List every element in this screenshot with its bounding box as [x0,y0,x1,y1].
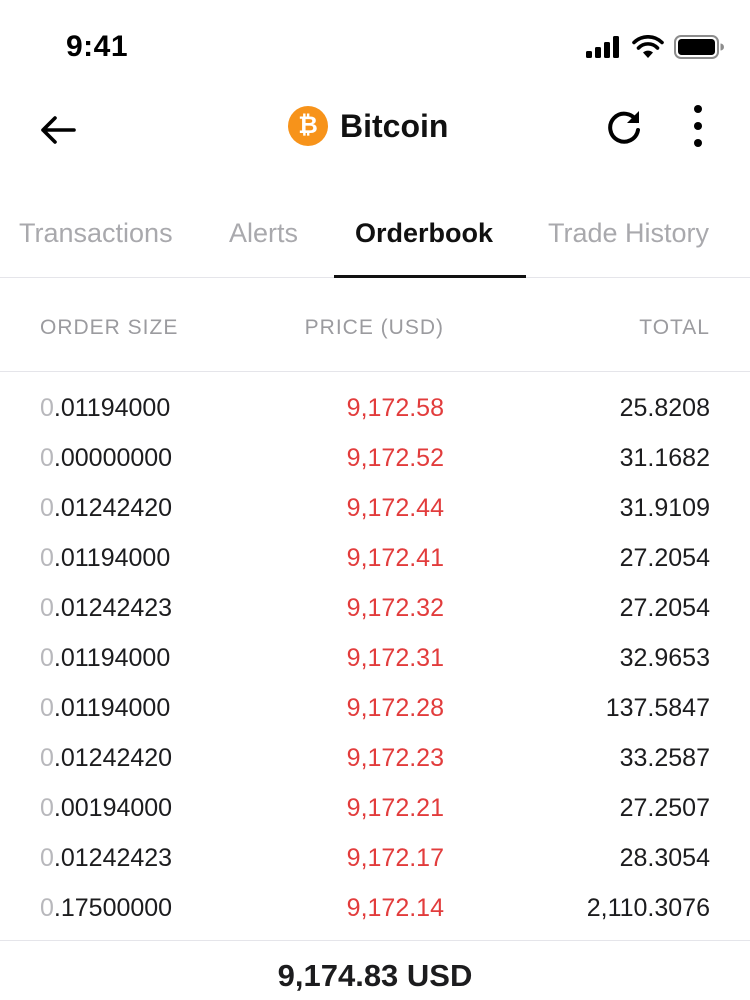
orderbook-rows: 0.01194000 9,172.58 25.8208 0.00000000 9,172… [0,382,750,932]
header-total: TOTAL [639,316,710,339]
cellular-signal-icon [586,36,619,58]
order-total: 137.5847 [605,694,710,722]
order-total: 32.9653 [619,644,710,672]
order-size-lead: 0 [40,594,54,622]
refresh-button[interactable] [602,106,646,150]
tab-transactions[interactable]: Transactions [19,218,173,248]
order-size-lead: 0 [40,494,54,522]
status-time: 9:41 [66,30,129,63]
order-size-rest: .01242423 [53,844,173,872]
order-size: 0.01194000 [40,544,170,573]
active-tab-indicator [334,275,526,278]
orderbook-header: ORDER SIZE PRICE (USD) TOTAL [0,278,750,372]
order-size-rest: .01194000 [53,644,171,672]
title-wrap: ₿ Bitcoin [288,104,448,148]
table-row[interactable]: 0.01242423 9,172.32 27.2054 [0,582,750,632]
order-price: 9,172.14 [346,894,444,922]
wifi-icon [632,35,664,58]
header-order-size: ORDER SIZE [40,316,179,339]
table-row[interactable]: 0.01194000 9,172.41 27.2054 [0,532,750,582]
order-total: 31.1682 [619,444,710,472]
order-size-lead: 0 [40,444,54,472]
table-row[interactable]: 0.01194000 9,172.31 32.9653 [0,632,750,682]
order-size-rest: .01194000 [53,544,171,572]
table-row[interactable]: 0.01194000 9,172.58 25.8208 [0,382,750,432]
order-size-lead: 0 [40,794,54,822]
table-row[interactable]: 0.00194000 9,172.21 27.2507 [0,782,750,832]
current-price: 9,174.83 USD [277,958,473,993]
order-size: 0.01242423 [40,594,172,623]
order-total: 27.2507 [619,794,710,822]
tab-trade-history[interactable]: Trade History [548,218,710,248]
order-size: 0.00000000 [40,444,172,473]
refresh-icon [608,111,640,144]
table-row[interactable]: 0.01242420 9,172.23 33.2587 [0,732,750,782]
footer-divider [0,940,750,941]
order-size-rest: .17500000 [53,894,173,922]
page-title: Bitcoin [340,107,449,144]
order-price: 9,172.44 [346,494,444,522]
order-size: 0.01194000 [40,394,170,423]
order-price: 9,172.21 [346,794,444,822]
order-size-lead: 0 [40,394,54,422]
order-price: 9,172.17 [346,844,444,872]
order-size-lead: 0 [40,844,54,872]
battery-icon [674,35,724,59]
order-size-rest: .01242420 [53,494,173,522]
order-total: 27.2054 [619,594,710,622]
tab-alerts[interactable]: Alerts [229,218,299,248]
status-bar: 9:41 [0,0,750,90]
header-price: PRICE (USD) [304,316,444,339]
order-size-rest: .00194000 [53,794,173,822]
order-total: 25.8208 [619,394,710,422]
order-size: 0.01194000 [40,644,170,673]
order-total: 2,110.3076 [586,894,710,922]
table-row[interactable]: 0.01242423 9,172.17 28.3054 [0,832,750,882]
table-row[interactable]: 0.01242420 9,172.44 31.9109 [0,482,750,532]
order-size-lead: 0 [40,544,54,572]
order-size: 0.01194000 [40,694,170,723]
order-size-lead: 0 [40,644,54,672]
order-size-rest: .01194000 [53,394,171,422]
table-row[interactable]: 0.00000000 9,172.52 31.1682 [0,432,750,482]
order-size: 0.00194000 [40,794,172,823]
table-row[interactable]: 0.01194000 9,172.28 137.5847 [0,682,750,732]
back-arrow-icon [41,116,76,144]
order-price: 9,172.31 [346,644,444,672]
order-total: 27.2054 [619,544,710,572]
more-vertical-icon [694,105,702,147]
back-button[interactable] [36,108,80,152]
order-total: 33.2587 [619,744,710,772]
order-price: 9,172.28 [346,694,444,722]
order-size: 0.01242420 [40,744,172,773]
order-total: 31.9109 [619,494,710,522]
order-price: 9,172.58 [346,394,444,422]
more-options-button[interactable] [684,104,712,148]
bitcoin-logo-glyph: ₿ [298,112,318,139]
tab-bar: Transactions Alerts Orderbook Trade Hist… [0,200,750,278]
bitcoin-logo-icon: ₿ [288,106,328,146]
order-price: 9,172.32 [346,594,444,622]
order-size: 0.01242423 [40,844,172,873]
order-size-rest: .01242420 [53,744,173,772]
status-icons [586,34,724,60]
order-price: 9,172.23 [346,744,444,772]
order-size-rest: .01242423 [53,594,173,622]
order-total: 28.3054 [619,844,710,872]
order-size-lead: 0 [40,694,54,722]
order-size: 0.17500000 [40,894,172,923]
order-size-rest: .00000000 [53,444,173,472]
tab-orderbook[interactable]: Orderbook [355,218,494,248]
order-price: 9,172.41 [346,544,444,572]
order-price: 9,172.52 [346,444,444,472]
order-size: 0.01242420 [40,494,172,523]
nav-bar: ₿ Bitcoin [0,90,750,170]
order-size-lead: 0 [40,744,54,772]
order-size-lead: 0 [40,894,54,922]
order-size-rest: .01194000 [53,694,171,722]
table-row[interactable]: 0.17500000 9,172.14 2,110.3076 [0,882,750,932]
